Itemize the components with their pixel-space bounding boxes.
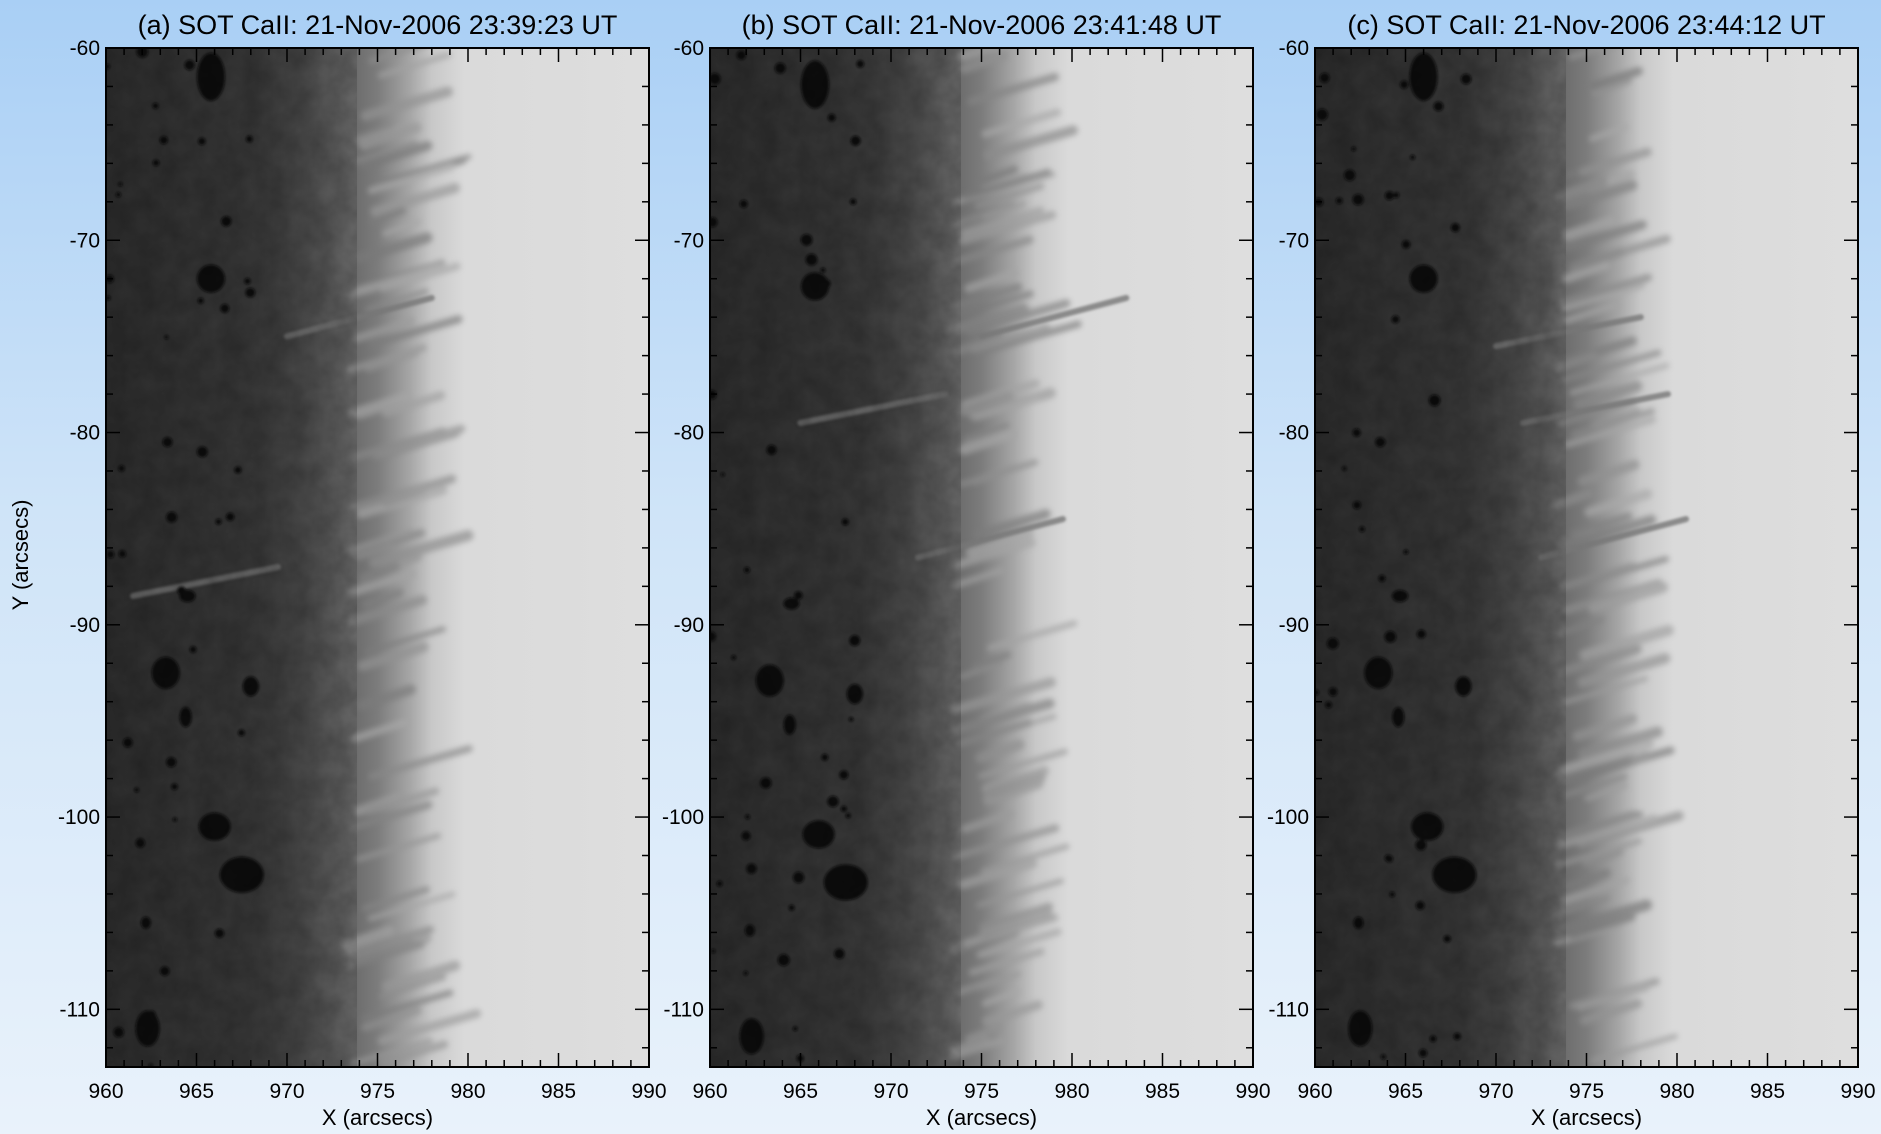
y-axis-label: Y (arcsecs) [8,500,33,611]
x-tick-label: 985 [1750,1080,1785,1103]
panel-title: (a) SOT CaII: 21-Nov-2006 23:39:23 UT [138,10,618,40]
y-tick-label: -90 [70,614,100,637]
panel-a: (a) SOT CaII: 21-Nov-2006 23:39:23 UT 960… [58,10,667,1130]
x-tick-label: 985 [1145,1080,1180,1103]
x-tick-label: 970 [1478,1080,1513,1103]
x-tick-label: 990 [1840,1080,1875,1103]
panel-title: (c) SOT CaII: 21-Nov-2006 23:44:12 UT [1347,10,1825,40]
y-tick-label: -110 [1269,998,1309,1021]
x-tick-label: 990 [631,1080,666,1103]
y-tick-label: -90 [674,614,704,637]
y-tick-label: -70 [1279,229,1309,252]
y-tick-label: -100 [58,806,100,829]
x-tick-label: 960 [692,1080,727,1103]
panel-b: (b) SOT CaII: 21-Nov-2006 23:41:48 UT 960… [662,10,1271,1130]
y-tick-label: -60 [70,37,100,60]
x-axis-label: X (arcsecs) [926,1105,1037,1130]
solar-image [1315,48,1858,1067]
x-tick-label: 965 [179,1080,214,1103]
x-tick-label: 960 [88,1080,123,1103]
x-tick-label: 980 [1659,1080,1694,1103]
y-tick-label: -80 [70,422,100,445]
x-axis-label: X (arcsecs) [1531,1105,1642,1130]
y-tick-label: -70 [674,229,704,252]
y-tick-label: -80 [1279,422,1309,445]
x-tick-label: 960 [1297,1080,1332,1103]
x-tick-label: 975 [964,1080,999,1103]
y-tick-label: -90 [1279,614,1309,637]
x-tick-label: 975 [1569,1080,1604,1103]
x-tick-label: 965 [783,1080,818,1103]
y-tick-label: -110 [664,998,704,1021]
x-tick-label: 965 [1388,1080,1423,1103]
y-tick-label: -100 [662,806,704,829]
y-tick-label: -110 [60,998,100,1021]
x-tick-label: 970 [269,1080,304,1103]
x-tick-label: 970 [873,1080,908,1103]
x-tick-label: 980 [450,1080,485,1103]
x-axis-label: X (arcsecs) [322,1105,433,1130]
solar-image [106,48,649,1067]
y-tick-label: -100 [1267,806,1309,829]
x-tick-label: 975 [360,1080,395,1103]
y-tick-label: -80 [674,422,704,445]
panels-layer: (a) SOT CaII: 21-Nov-2006 23:39:23 UT 960… [58,10,1876,1130]
y-tick-label: -60 [674,37,704,60]
solar-image [710,48,1253,1067]
panel-c: (c) SOT CaII: 21-Nov-2006 23:44:12 UT 960… [1267,10,1876,1130]
y-tick-label: -70 [70,229,100,252]
x-tick-label: 985 [541,1080,576,1103]
y-tick-label: -60 [1279,37,1309,60]
x-tick-label: 990 [1235,1080,1270,1103]
x-tick-label: 980 [1054,1080,1089,1103]
panel-title: (b) SOT CaII: 21-Nov-2006 23:41:48 UT [742,10,1222,40]
